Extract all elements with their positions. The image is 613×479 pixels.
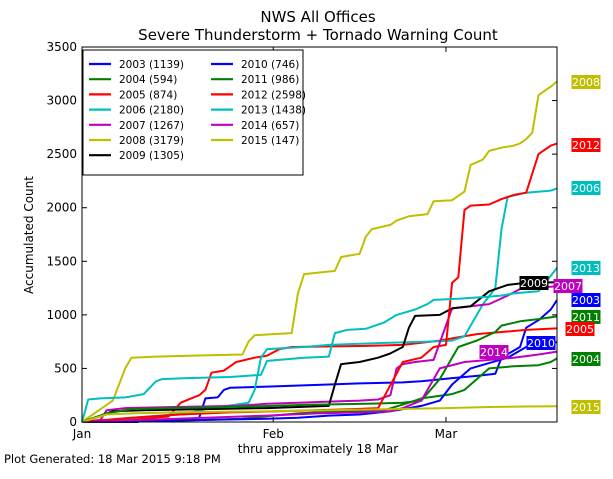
end-label-2009: 2009 bbox=[519, 276, 549, 290]
end-label-text: 2005 bbox=[566, 323, 594, 336]
legend-entry-2007: 2007 (1267) bbox=[89, 120, 184, 132]
legend-label: 2008 (3179) bbox=[119, 135, 184, 147]
legend-label: 2006 (2180) bbox=[119, 105, 184, 117]
end-label-2003: 2003 bbox=[571, 293, 601, 307]
legend-label: 2012 (2598) bbox=[241, 89, 306, 101]
end-label-box bbox=[571, 310, 601, 324]
x-tick-label: Feb bbox=[263, 427, 284, 441]
end-label-2007: 2007 bbox=[553, 279, 583, 293]
end-label-2010: 2010 bbox=[526, 336, 556, 350]
legend-label: 2009 (1305) bbox=[119, 150, 184, 162]
end-label-text: 2008 bbox=[572, 76, 600, 89]
y-tick-label: 1500 bbox=[46, 254, 77, 268]
y-axis-label: Accumulated Count bbox=[22, 176, 36, 294]
chart-title-line1: NWS All Offices bbox=[260, 8, 375, 26]
end-label-2014: 2014 bbox=[479, 345, 509, 359]
y-tick-label: 3000 bbox=[46, 94, 77, 108]
end-label-text: 2010 bbox=[527, 337, 555, 350]
y-tick-label: 2500 bbox=[46, 147, 77, 161]
legend-label: 2011 (986) bbox=[241, 74, 299, 86]
legend-entry-2003: 2003 (1139) bbox=[89, 59, 184, 71]
end-label-box bbox=[571, 352, 601, 366]
legend-label: 2014 (657) bbox=[241, 120, 299, 132]
y-tick-label: 3500 bbox=[46, 40, 77, 54]
end-label-text: 2003 bbox=[572, 294, 600, 307]
end-label-box bbox=[526, 336, 556, 350]
end-label-text: 2014 bbox=[480, 346, 508, 359]
end-label-box bbox=[571, 75, 601, 89]
end-label-text: 2015 bbox=[572, 401, 600, 414]
end-label-box bbox=[571, 138, 601, 152]
end-label-2008: 2008 bbox=[571, 75, 601, 89]
end-label-box bbox=[571, 181, 601, 195]
end-label-text: 2013 bbox=[572, 262, 600, 275]
legend-label: 2007 (1267) bbox=[119, 120, 184, 132]
legend-entry-2011: 2011 (986) bbox=[211, 74, 299, 86]
legend-entry-2014: 2014 (657) bbox=[211, 120, 299, 132]
series-line-2013 bbox=[81, 267, 558, 423]
series-line-2009 bbox=[81, 281, 558, 423]
end-label-box bbox=[571, 400, 601, 414]
legend-label: 2015 (147) bbox=[241, 135, 299, 147]
series-line-2012 bbox=[81, 142, 558, 423]
legend-label: 2005 (874) bbox=[119, 89, 177, 101]
end-label-text: 2009 bbox=[520, 277, 548, 290]
end-label-2012: 2012 bbox=[571, 138, 601, 152]
legend-entry-2013: 2013 (1438) bbox=[211, 105, 306, 117]
series-line-2008 bbox=[81, 80, 558, 423]
end-label-text: 2004 bbox=[572, 353, 600, 366]
legend-entry-2008: 2008 (3179) bbox=[89, 135, 184, 147]
legend-entry-2009: 2009 (1305) bbox=[89, 150, 184, 162]
legend-entry-2006: 2006 (2180) bbox=[89, 105, 184, 117]
end-label-2006: 2006 bbox=[571, 181, 601, 195]
end-label-text: 2011 bbox=[572, 311, 600, 324]
end-label-box bbox=[479, 345, 509, 359]
series-line-2006 bbox=[81, 187, 558, 423]
end-label-box bbox=[553, 279, 583, 293]
plot-frame bbox=[81, 46, 558, 423]
x-tick-label: Jan bbox=[72, 427, 92, 441]
end-label-2005: 2005 bbox=[565, 322, 595, 336]
y-tick-label: 0 bbox=[69, 415, 77, 429]
end-label-box bbox=[519, 276, 549, 290]
y-tick-label: 500 bbox=[54, 361, 77, 375]
end-label-text: 2012 bbox=[572, 139, 600, 152]
plot-generated-footer: Plot Generated: 18 Mar 2015 9:18 PM bbox=[4, 452, 221, 466]
legend-entry-2010: 2010 (746) bbox=[211, 59, 299, 71]
end-label-2013: 2013 bbox=[571, 261, 601, 275]
legend-label: 2004 (594) bbox=[119, 74, 177, 86]
legend-label: 2010 (746) bbox=[241, 59, 299, 71]
x-axis-label: thru approximately 18 Mar bbox=[238, 442, 399, 456]
end-label-text: 2006 bbox=[572, 182, 600, 195]
end-label-box bbox=[571, 261, 601, 275]
legend-box bbox=[82, 49, 304, 176]
end-label-2004: 2004 bbox=[571, 352, 601, 366]
end-label-text: 2007 bbox=[554, 280, 582, 293]
y-tick-label: 2000 bbox=[46, 201, 77, 215]
x-tick-label: Mar bbox=[435, 427, 458, 441]
end-label-2015: 2015 bbox=[571, 400, 601, 414]
end-label-2011: 2011 bbox=[571, 310, 601, 324]
y-tick-label: 1000 bbox=[46, 308, 77, 322]
legend-label: 2003 (1139) bbox=[119, 59, 184, 71]
legend-entry-2005: 2005 (874) bbox=[89, 89, 177, 101]
end-label-box bbox=[565, 322, 595, 336]
end-label-box bbox=[571, 293, 601, 307]
legend-entry-2015: 2015 (147) bbox=[211, 135, 299, 147]
series-line-2011 bbox=[81, 315, 558, 423]
legend-entry-2004: 2004 (594) bbox=[89, 74, 177, 86]
legend-entry-2012: 2012 (2598) bbox=[211, 89, 306, 101]
legend-label: 2013 (1438) bbox=[241, 105, 306, 117]
series-line-2015 bbox=[81, 405, 558, 423]
series-line-2010 bbox=[81, 341, 558, 423]
chart-title-line2: Severe Thunderstorm + Tornado Warning Co… bbox=[138, 26, 498, 44]
